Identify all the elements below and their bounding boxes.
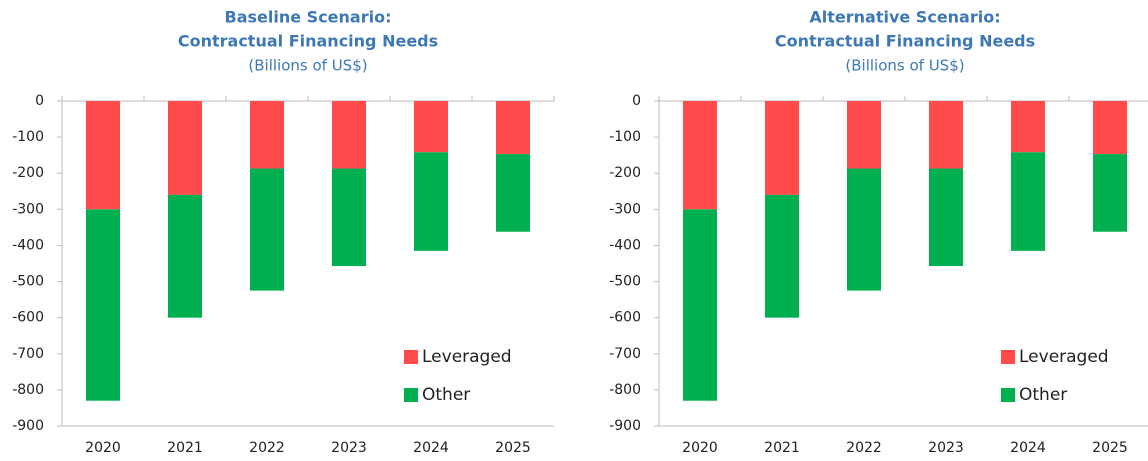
y-tick-label: -500 <box>609 274 641 290</box>
y-tick-label: -900 <box>12 418 44 434</box>
y-tick-label: -300 <box>609 201 641 217</box>
bar <box>1011 152 1045 251</box>
x-tick-label: 2020 <box>682 440 718 456</box>
legend-swatch <box>404 350 418 364</box>
y-tick-label: -700 <box>12 346 44 362</box>
x-tick-label: 2021 <box>167 440 203 456</box>
bar <box>929 101 963 169</box>
chart-title: Contractual Financing Needs <box>178 32 438 51</box>
bar <box>1093 101 1127 155</box>
legend-swatch <box>1001 350 1015 364</box>
bar <box>414 152 448 251</box>
y-tick-label: -100 <box>12 129 44 145</box>
bar <box>683 101 717 210</box>
chart-title: Contractual Financing Needs <box>775 32 1035 51</box>
y-tick-label: -100 <box>609 129 641 145</box>
bar <box>168 194 202 318</box>
legend-swatch <box>404 388 418 402</box>
bar <box>332 168 366 267</box>
chart-subtitle: (Billions of US$) <box>248 57 367 75</box>
legend-label: Other <box>422 385 470 405</box>
y-tick-label: -400 <box>609 237 641 253</box>
x-tick-label: 2023 <box>331 440 367 456</box>
legend-label: Leveraged <box>1019 347 1109 367</box>
y-tick-label: -800 <box>609 382 641 398</box>
x-tick-label: 2025 <box>495 440 531 456</box>
bar <box>1011 101 1045 153</box>
y-tick-label: -300 <box>12 201 44 217</box>
y-tick-label: -500 <box>12 274 44 290</box>
y-tick-label: -700 <box>609 346 641 362</box>
y-tick-label: 0 <box>632 93 641 109</box>
bar <box>847 101 881 169</box>
legend-label: Leveraged <box>422 347 512 367</box>
legend-swatch <box>1001 388 1015 402</box>
bar <box>86 209 120 401</box>
bar <box>86 101 120 210</box>
y-tick-label: -200 <box>609 165 641 181</box>
bar <box>332 101 366 169</box>
y-tick-label: -200 <box>12 165 44 181</box>
x-tick-label: 2021 <box>764 440 800 456</box>
y-tick-label: -400 <box>12 237 44 253</box>
chart-title: Alternative Scenario: <box>809 8 1000 27</box>
bar <box>765 194 799 318</box>
x-tick-label: 2020 <box>85 440 121 456</box>
bar <box>1093 154 1127 232</box>
bar <box>929 168 963 267</box>
x-tick-label: 2025 <box>1092 440 1128 456</box>
bar <box>683 209 717 401</box>
y-tick-label: -800 <box>12 382 44 398</box>
y-tick-label: 0 <box>35 93 44 109</box>
x-tick-label: 2024 <box>1010 440 1046 456</box>
bar <box>168 101 202 195</box>
bar <box>496 101 530 155</box>
chart-subtitle: (Billions of US$) <box>845 57 964 75</box>
y-tick-label: -600 <box>609 310 641 326</box>
chart-title: Baseline Scenario: <box>225 8 392 27</box>
y-tick-label: -900 <box>609 418 641 434</box>
x-tick-label: 2022 <box>846 440 882 456</box>
x-tick-label: 2022 <box>249 440 285 456</box>
bar <box>250 101 284 169</box>
legend-label: Other <box>1019 385 1067 405</box>
bar <box>496 154 530 232</box>
bar <box>847 168 881 291</box>
bar <box>765 101 799 195</box>
bar <box>414 101 448 153</box>
x-tick-label: 2024 <box>413 440 449 456</box>
y-tick-label: -600 <box>12 310 44 326</box>
x-tick-label: 2023 <box>928 440 964 456</box>
bar <box>250 168 284 291</box>
